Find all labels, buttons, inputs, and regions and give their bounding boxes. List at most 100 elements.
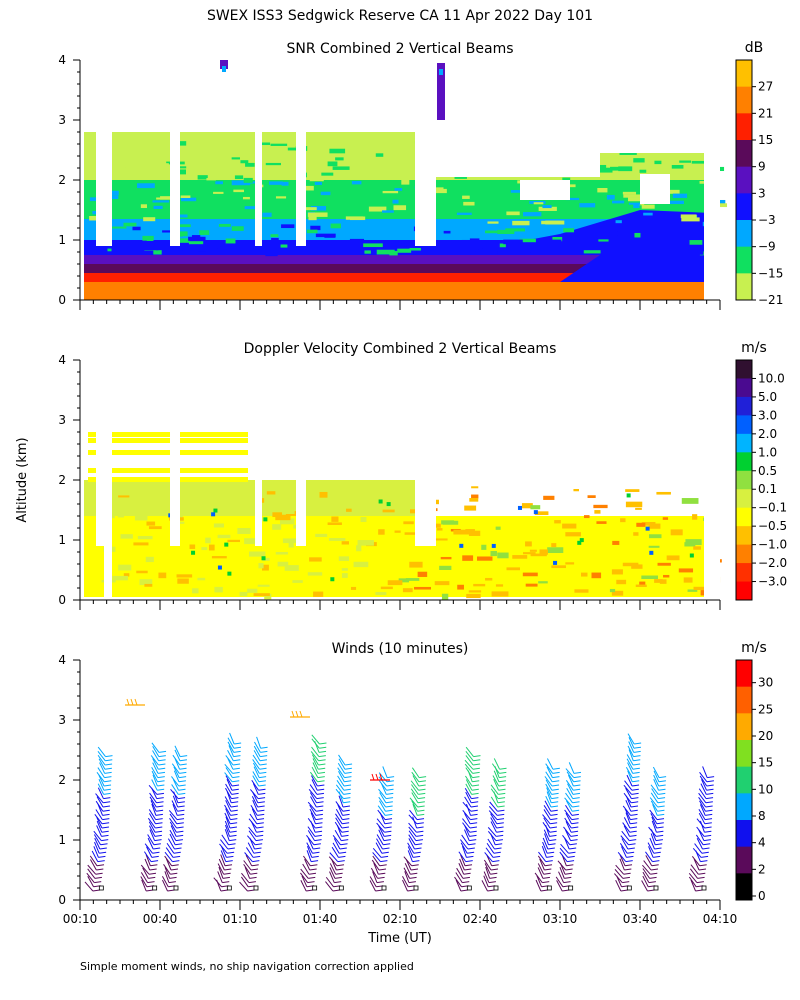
wind-barb-flag <box>130 698 134 706</box>
wind-barb <box>165 847 174 858</box>
velocity-speckle <box>378 529 385 535</box>
wind-barb <box>252 762 260 774</box>
snr-speckle <box>628 197 646 202</box>
wind-barb <box>699 800 706 812</box>
velocity-speckle <box>435 523 441 528</box>
wind-barb <box>483 871 490 883</box>
wind-barb <box>412 804 418 816</box>
velocity-speckle <box>274 495 288 502</box>
y-tick-label: 4 <box>58 353 66 367</box>
velocity-speckle <box>292 580 303 583</box>
snr-speckle <box>314 181 322 185</box>
snr-speckle <box>325 241 339 245</box>
wind-barb-flag <box>171 864 179 867</box>
snr-blue-region <box>470 210 712 255</box>
wind-barb <box>464 812 471 825</box>
wind-barb-flag <box>471 801 479 804</box>
wind-barb <box>462 822 471 833</box>
wind-barb <box>148 813 156 825</box>
wind-barb <box>89 855 98 867</box>
wind-barb <box>150 755 159 766</box>
wind-barb <box>628 741 635 753</box>
ground-level-line <box>80 897 720 898</box>
velocity-speckle <box>417 571 428 577</box>
wind-barb-flag <box>697 876 705 879</box>
velocity-speckle <box>147 500 160 505</box>
snr-speckle <box>191 235 201 238</box>
wind-barb <box>335 788 344 799</box>
wind-barb <box>410 780 419 791</box>
snr-speckle <box>225 238 236 244</box>
snr-speckle <box>111 247 132 252</box>
wind-barb <box>248 826 257 837</box>
colorbar-label: 2.0 <box>758 427 777 441</box>
wind-barb-flag <box>633 759 641 762</box>
snr-speckle <box>240 160 249 164</box>
wind-barb-flag <box>412 860 420 863</box>
velocity-speckle <box>439 565 452 570</box>
wind-barb <box>403 856 413 867</box>
velocity-data-gap <box>415 426 436 546</box>
wind-barb-flag <box>222 881 230 884</box>
snr-speckle <box>308 215 317 221</box>
wind-barb <box>169 818 178 829</box>
wind-barb-flag <box>155 822 163 825</box>
snr-speckle <box>327 161 338 167</box>
colorbar-segment <box>736 433 752 453</box>
wind-barb-flag <box>462 876 471 879</box>
wind-barb-flag <box>222 876 231 879</box>
wind-barb-flag <box>562 889 570 892</box>
wind-barb-flag <box>417 809 425 812</box>
wind-barb-flag <box>178 792 186 795</box>
velocity-speckle <box>117 515 124 518</box>
wind-barb <box>91 850 99 862</box>
wind-barb <box>224 829 230 841</box>
colorbar-segment <box>736 360 752 379</box>
velocity-speckle <box>654 579 663 583</box>
velocity-speckle <box>213 508 218 513</box>
wind-barb <box>483 875 489 887</box>
wind-barb-flag <box>316 805 324 808</box>
colorbar-segment <box>736 60 752 88</box>
velocity-speckle <box>506 567 520 571</box>
wind-barb-flag <box>548 843 556 846</box>
wind-barb-flag <box>336 864 345 867</box>
wind-barb <box>546 766 553 778</box>
wind-barb <box>97 787 104 799</box>
velocity-speckle <box>491 543 496 548</box>
wind-barb-flag <box>179 767 187 770</box>
colorbar-segment <box>736 766 752 794</box>
colorbar-segment <box>736 166 752 194</box>
wind-barb <box>699 804 706 816</box>
wind-barb-flag <box>343 792 351 795</box>
snr-speckle <box>140 245 159 251</box>
y-tick-label: 2 <box>58 473 66 487</box>
wind-barb <box>689 868 698 879</box>
wind-barb <box>462 810 471 820</box>
velocity-speckle <box>357 540 374 546</box>
wind-barb <box>698 788 707 799</box>
wind-barb <box>331 846 339 858</box>
wind-barb <box>254 741 261 753</box>
velocity-data-gap <box>96 426 112 546</box>
wind-barb-flag <box>175 839 183 842</box>
velocity-speckle <box>309 557 322 562</box>
wind-barb-flag <box>705 809 713 812</box>
wind-barb-flag <box>630 822 638 825</box>
wind-barb <box>411 784 419 795</box>
wind-barb-flag <box>630 809 638 812</box>
wind-barb <box>226 791 232 803</box>
velocity-speckle <box>145 504 162 507</box>
wind-barb-flag <box>569 843 577 846</box>
wind-barb <box>407 842 415 854</box>
wind-barb-flag <box>544 864 553 867</box>
velocity-speckle <box>441 593 449 600</box>
wind-profile <box>140 742 167 892</box>
wind-barb-flag <box>569 847 577 850</box>
velocity-speckle <box>459 543 464 548</box>
wind-barb <box>311 746 320 757</box>
wind-barb-flag <box>96 868 104 871</box>
colorbar-label: −15 <box>758 266 783 280</box>
velocity-speckle <box>279 518 295 525</box>
wind-barb-flag <box>633 755 641 758</box>
